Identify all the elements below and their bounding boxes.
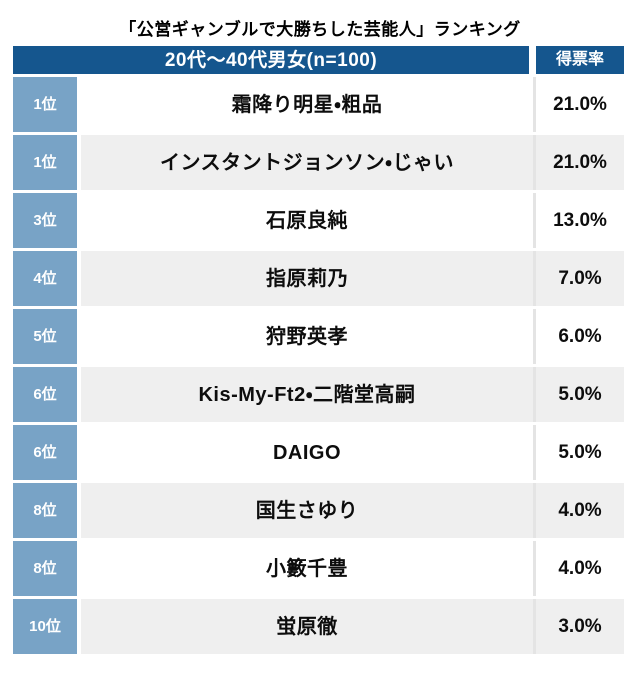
- rank-cell: 8位: [13, 541, 77, 596]
- column-divider: [533, 599, 536, 654]
- celebrity-name-cell: Kis-My-Ft2・二階堂高嗣: [81, 367, 533, 422]
- column-divider: [533, 367, 536, 422]
- column-divider: [533, 193, 536, 248]
- column-gap: [77, 193, 81, 248]
- vote-rate-cell: 13.0%: [536, 193, 624, 248]
- header-vote-rate-label: 得票率: [536, 46, 624, 74]
- column-gap: [77, 135, 81, 190]
- rank-cell: 8位: [13, 483, 77, 538]
- vote-rate-cell: 5.0%: [536, 367, 624, 422]
- column-divider: [533, 251, 536, 306]
- column-divider: [533, 309, 536, 364]
- table-row: 8位 小籔千豊 4.0%: [13, 541, 624, 596]
- vote-rate-cell: 3.0%: [536, 599, 624, 654]
- vote-rate-cell: 4.0%: [536, 483, 624, 538]
- table-row: 5位 狩野英孝 6.0%: [13, 309, 624, 364]
- celebrity-name-cell: 小籔千豊: [81, 541, 533, 596]
- rank-cell: 3位: [13, 193, 77, 248]
- column-divider: [533, 541, 536, 596]
- celebrity-name-cell: 国生さゆり: [81, 483, 533, 538]
- table-row: 1位 霜降り明星・粗品 21.0%: [13, 77, 624, 132]
- header-group-label: 20代〜40代男女(n=100): [13, 46, 529, 74]
- header-column-gap: [533, 46, 536, 74]
- celebrity-name-cell: DAIGO: [81, 425, 533, 480]
- celebrity-name-cell: 指原莉乃: [81, 251, 533, 306]
- rank-cell: 1位: [13, 77, 77, 132]
- column-gap: [77, 483, 81, 538]
- rank-cell: 1位: [13, 135, 77, 190]
- table-row: 6位 DAIGO 5.0%: [13, 425, 624, 480]
- celebrity-name-cell: インスタントジョンソン・じゃい: [81, 135, 533, 190]
- page-title: 「公営ギャンブルで大勝ちした芸能人」ランキング: [119, 20, 521, 39]
- rank-cell: 5位: [13, 309, 77, 364]
- rank-cell: 10位: [13, 599, 77, 654]
- rank-cell: 6位: [13, 367, 77, 422]
- column-gap: [77, 367, 81, 422]
- column-divider: [533, 425, 536, 480]
- rank-cell: 6位: [13, 425, 77, 480]
- celebrity-name-cell: 狩野英孝: [81, 309, 533, 364]
- column-gap: [77, 599, 81, 654]
- rank-cell: 4位: [13, 251, 77, 306]
- vote-rate-cell: 5.0%: [536, 425, 624, 480]
- celebrity-name-cell: 石原良純: [81, 193, 533, 248]
- celebrity-name-cell: 霜降り明星・粗品: [81, 77, 533, 132]
- table-row: 1位 インスタントジョンソン・じゃい 21.0%: [13, 135, 624, 190]
- vote-rate-cell: 21.0%: [536, 135, 624, 190]
- table-row: 8位 国生さゆり 4.0%: [13, 483, 624, 538]
- column-divider: [533, 135, 536, 190]
- vote-rate-cell: 6.0%: [536, 309, 624, 364]
- table-row: 6位 Kis-My-Ft2・二階堂高嗣 5.0%: [13, 367, 624, 422]
- column-gap: [77, 309, 81, 364]
- ranking-table: 20代〜40代男女(n=100) 得票率 1位 霜降り明星・粗品 21.0% 1…: [13, 46, 624, 657]
- column-divider: [533, 77, 536, 132]
- table-row: 4位 指原莉乃 7.0%: [13, 251, 624, 306]
- column-gap: [77, 77, 81, 132]
- table-body: 1位 霜降り明星・粗品 21.0% 1位 インスタントジョンソン・じゃい 21.…: [13, 77, 624, 654]
- table-row: 3位 石原良純 13.0%: [13, 193, 624, 248]
- column-divider: [533, 483, 536, 538]
- column-gap: [77, 251, 81, 306]
- celebrity-name-cell: 蛍原徹: [81, 599, 533, 654]
- table-header-row: 20代〜40代男女(n=100) 得票率: [13, 46, 624, 74]
- vote-rate-cell: 7.0%: [536, 251, 624, 306]
- column-gap: [77, 541, 81, 596]
- vote-rate-cell: 21.0%: [536, 77, 624, 132]
- table-row: 10位 蛍原徹 3.0%: [13, 599, 624, 654]
- column-gap: [77, 425, 81, 480]
- vote-rate-cell: 4.0%: [536, 541, 624, 596]
